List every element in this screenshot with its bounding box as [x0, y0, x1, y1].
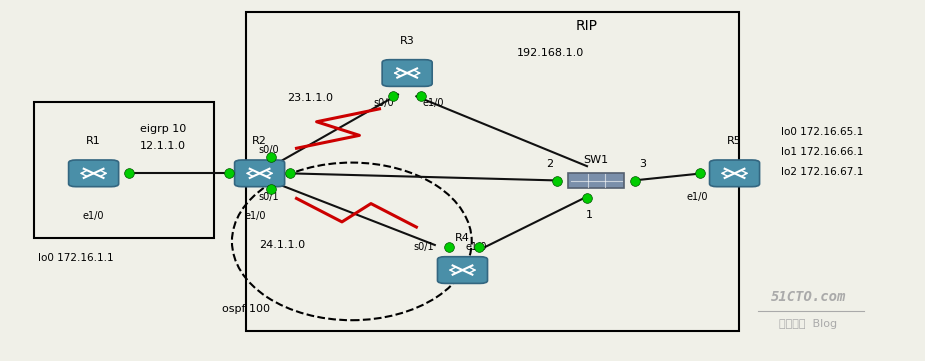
Text: R2: R2	[253, 136, 267, 147]
Text: eigrp 10: eigrp 10	[140, 123, 186, 134]
Text: 1: 1	[586, 209, 593, 219]
Text: lo1 172.16.66.1: lo1 172.16.66.1	[781, 147, 863, 157]
FancyBboxPatch shape	[382, 60, 432, 86]
Bar	[246, 12, 739, 331]
FancyBboxPatch shape	[438, 257, 487, 283]
Text: lo0 172.16.65.1: lo0 172.16.65.1	[781, 127, 863, 137]
Text: s0/1: s0/1	[258, 192, 279, 202]
Text: e1/0: e1/0	[83, 211, 105, 221]
Text: 23.1.1.0: 23.1.1.0	[288, 93, 333, 103]
Text: SW1: SW1	[584, 155, 609, 165]
FancyBboxPatch shape	[235, 160, 285, 187]
Text: R5: R5	[727, 136, 742, 147]
Text: 24.1.1.0: 24.1.1.0	[260, 240, 306, 250]
Text: 3: 3	[639, 159, 646, 169]
Text: 技术博客  Blog: 技术博客 Blog	[779, 319, 837, 329]
Text: ospf 100: ospf 100	[222, 304, 270, 314]
Bar	[33, 102, 214, 238]
Text: e1/0: e1/0	[422, 99, 444, 109]
FancyBboxPatch shape	[709, 160, 759, 187]
Text: e1/0: e1/0	[687, 192, 709, 202]
FancyBboxPatch shape	[68, 160, 118, 187]
Text: s0/0: s0/0	[258, 145, 279, 155]
Text: RIP: RIP	[576, 19, 598, 34]
Text: e1/0: e1/0	[465, 242, 487, 252]
Text: s0/1: s0/1	[413, 242, 434, 252]
Text: R4: R4	[455, 233, 470, 243]
Text: e1/0: e1/0	[244, 211, 265, 221]
Text: lo2 172.16.67.1: lo2 172.16.67.1	[781, 166, 863, 177]
Text: R1: R1	[86, 136, 101, 147]
Text: 51CTO.com: 51CTO.com	[771, 290, 846, 304]
Text: R3: R3	[400, 36, 414, 46]
Text: 2: 2	[547, 159, 554, 169]
Text: s0/0: s0/0	[374, 99, 394, 109]
Text: 12.1.1.0: 12.1.1.0	[140, 142, 186, 152]
Text: lo0 172.16.1.1: lo0 172.16.1.1	[38, 252, 114, 262]
FancyBboxPatch shape	[568, 173, 624, 188]
Text: 192.168.1.0: 192.168.1.0	[516, 48, 584, 58]
